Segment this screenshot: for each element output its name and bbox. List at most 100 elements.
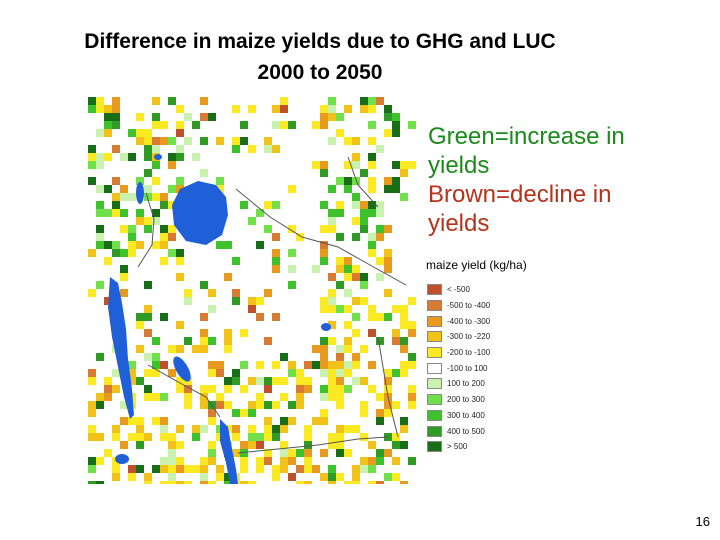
yield-cell [96,481,104,484]
yield-cell [160,193,168,201]
yield-cell [232,449,240,457]
yield-cell [320,161,328,169]
yield-cell [112,473,120,481]
yield-cell [384,369,392,377]
yield-cell [216,393,224,401]
yield-cell [368,105,376,113]
yield-cell [344,265,352,273]
yield-cell [368,457,376,465]
yield-cell [104,113,112,121]
yield-cell [352,201,360,209]
yield-cell [352,329,360,337]
yield-cell [280,105,288,113]
yield-cell [304,449,312,457]
yield-cell [176,129,184,137]
yield-cell [136,241,144,249]
yield-cell [96,393,104,401]
yield-cell [288,265,296,273]
yield-cell [136,313,144,321]
yield-cell [232,297,240,305]
yield-cell [96,97,104,105]
yield-cell [288,361,296,369]
legend-item: -500 to -400 [424,298,564,314]
yield-cell [376,145,384,153]
yield-cell [152,361,160,369]
yield-cell [384,257,392,265]
yield-cell [272,233,280,241]
yield-cell [224,377,232,385]
yield-cell [136,129,144,137]
yield-cell [152,337,160,345]
yield-cell [200,465,208,473]
yield-cell [360,273,368,281]
yield-cell [288,121,296,129]
yield-cell [128,193,136,201]
yield-cell [344,369,352,377]
yield-cell [288,449,296,457]
yield-cell [360,201,368,209]
yield-cell [128,361,136,369]
yield-cell [224,345,232,353]
yield-cell [256,393,264,401]
yield-cell [264,425,272,433]
yield-cell [88,97,96,105]
yield-cell [96,241,104,249]
yield-cell [152,217,160,225]
legend-label: 200 to 300 [447,395,485,405]
yield-cell [144,433,152,441]
yield-cell [160,313,168,321]
yield-cell [376,257,384,265]
maize-yield-map [88,97,416,484]
yield-cell [296,401,304,409]
yield-cell [400,305,408,313]
yield-cell [96,161,104,169]
yield-cell [192,465,200,473]
yield-cell [368,153,376,161]
yield-cell [272,201,280,209]
yield-cell [208,385,216,393]
yield-cell [384,249,392,257]
yield-cell [320,225,328,233]
yield-cell [336,353,344,361]
yield-cell [400,369,408,377]
yield-cell [248,217,256,225]
yield-cell [376,449,384,457]
yield-cell [328,369,336,377]
yield-cell [200,457,208,465]
yield-cell [336,257,344,265]
yield-cell [104,385,112,393]
yield-cell [352,273,360,281]
yield-cell [336,305,344,313]
yield-cell [160,201,168,209]
yield-cell [168,249,176,257]
yield-cell [256,361,264,369]
yield-cell [320,385,328,393]
yield-cell [120,401,128,409]
yield-cell [144,385,152,393]
yield-cell [392,401,400,409]
yield-cell [176,177,184,185]
yield-cell [320,169,328,177]
yield-cell [336,265,344,273]
yield-cell [400,441,408,449]
yield-cell [216,369,224,377]
yield-cell [320,337,328,345]
yield-cell [104,105,112,113]
yield-cell [288,457,296,465]
legend-item: 300 to 400 [424,408,564,424]
yield-cell [360,345,368,353]
yield-cell [120,209,128,217]
yield-cell [120,417,128,425]
yield-cell [336,441,344,449]
legend-item: -300 to -220 [424,329,564,345]
yield-cell [160,257,168,265]
yield-cell [112,465,120,473]
yield-cell [144,313,152,321]
yield-cell [168,433,176,441]
yield-cell [384,177,392,185]
yield-cell [280,377,288,385]
yield-cell [384,185,392,193]
legend-item: -100 to 100 [424,360,564,376]
yield-cell [144,305,152,313]
yield-cell [376,417,384,425]
